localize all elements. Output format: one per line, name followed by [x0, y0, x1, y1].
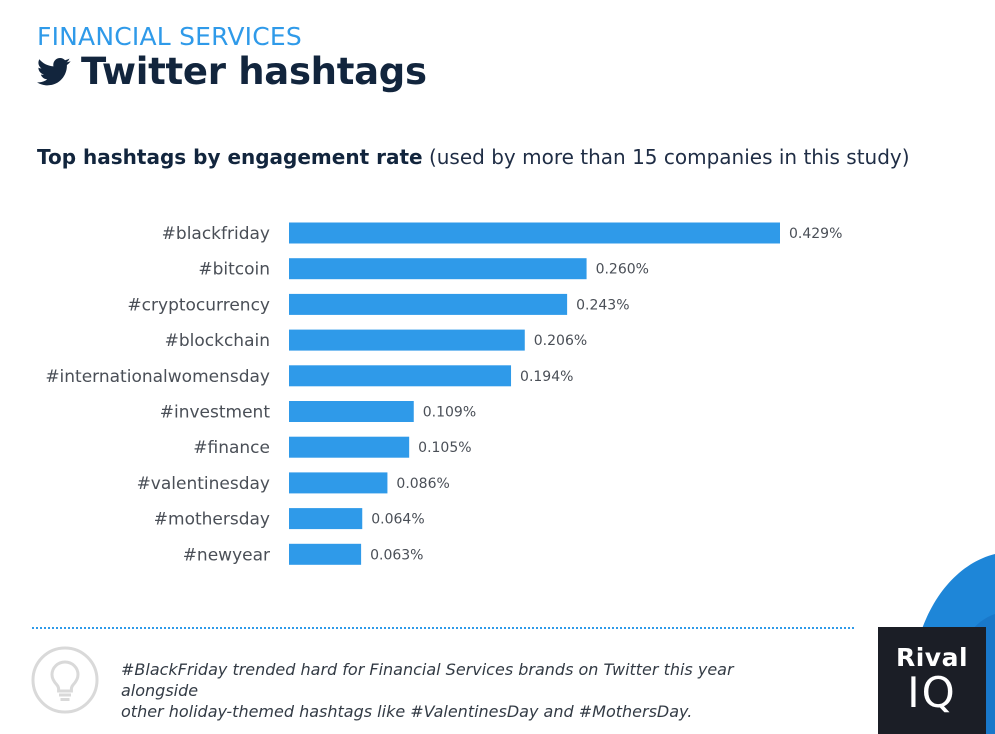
bar [289, 365, 512, 387]
lightbulb-icon [31, 646, 99, 714]
logo-line2: IQ [907, 668, 957, 717]
bar [289, 543, 362, 565]
bar [289, 508, 363, 530]
data-label: 0.260% [596, 262, 649, 278]
data-label: 0.063% [370, 547, 423, 563]
chart-subtitle: Top hashtags by engagement rate (used by… [37, 145, 910, 169]
bar [289, 222, 780, 244]
chart-subtitle-light: (used by more than 15 companies in this … [428, 145, 910, 169]
rival-iq-logo: Rival IQ [878, 627, 986, 734]
twitter-bird-icon [37, 57, 71, 85]
data-label: 0.194% [520, 369, 573, 385]
category-label: #finance [193, 438, 270, 458]
data-label: 0.064% [371, 512, 424, 528]
chart-subtitle-bold: Top hashtags by engagement rate [37, 145, 423, 169]
bar [289, 436, 410, 458]
page-title: Twitter hashtags [81, 50, 427, 93]
category-label: #valentinesday [137, 474, 270, 494]
bar-chart: #blackfriday 0.429% #bitcoin 0.260% #cryptoc… [45, 222, 842, 565]
data-label: 0.206% [534, 333, 587, 349]
footnote-line2: other holiday-themed hashtags like #Vale… [121, 702, 693, 721]
category-label: #blackfriday [162, 224, 270, 244]
category-label: #investment [160, 403, 271, 423]
category-label: #cryptocurrency [127, 295, 270, 315]
bar [289, 472, 388, 494]
bar [289, 401, 414, 422]
footnote: #BlackFriday trended hard for Financial … [121, 659, 781, 722]
data-label: 0.429% [789, 226, 842, 242]
bar [289, 293, 568, 315]
category-label: #internationalwomensday [45, 367, 270, 387]
bar [289, 329, 525, 351]
data-label: 0.109% [423, 405, 476, 421]
footnote-line1: #BlackFriday trended hard for Financial … [121, 660, 734, 700]
category-label: #newyear [183, 545, 270, 565]
category-label: #mothersday [154, 510, 270, 530]
category-label: #blockchain [165, 331, 270, 351]
section-label: FINANCIAL SERVICES [37, 22, 302, 51]
data-label: 0.086% [396, 476, 449, 492]
divider [32, 627, 854, 629]
logo-line1: Rival [895, 643, 969, 672]
bar [289, 258, 587, 280]
data-label: 0.243% [576, 297, 629, 313]
title-row: Twitter hashtags [37, 50, 427, 93]
data-label: 0.105% [418, 440, 471, 456]
category-label: #bitcoin [198, 260, 270, 280]
